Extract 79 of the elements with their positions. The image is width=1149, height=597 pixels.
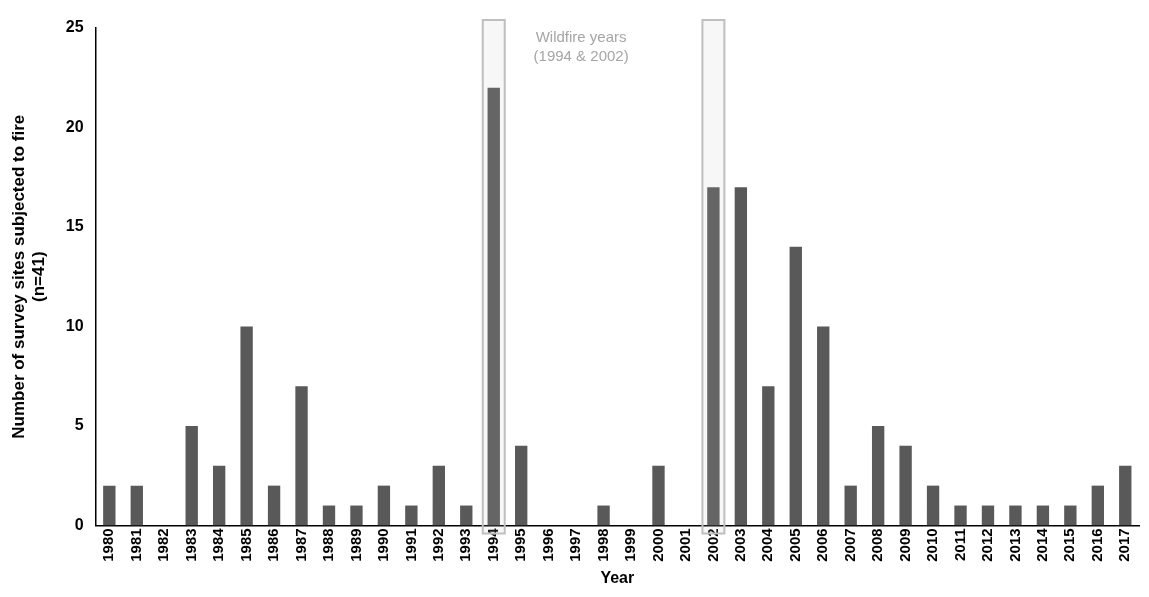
x-tick-label: 2003 — [731, 528, 748, 562]
bar — [103, 485, 116, 526]
x-tick-label: 2006 — [813, 528, 831, 562]
x-tick-label: 1995 — [511, 528, 529, 562]
x-tick-label: 1993 — [456, 528, 474, 562]
x-tick-label: 1980 — [99, 528, 117, 562]
bar — [707, 187, 720, 526]
x-tick-label: 2002 — [703, 528, 721, 562]
bar — [817, 326, 830, 526]
x-tick-label: 1986 — [264, 528, 282, 562]
bar — [899, 445, 912, 526]
x-tick-label: 2008 — [868, 528, 886, 562]
x-tick-label: 1999 — [621, 528, 639, 562]
x-tick-label: 1983 — [181, 528, 199, 562]
bar — [377, 485, 391, 526]
bar — [350, 505, 363, 526]
y-tick-label: 20 — [65, 117, 84, 135]
bar — [789, 246, 802, 526]
bar — [1091, 485, 1104, 526]
bar — [240, 326, 253, 526]
bar — [734, 187, 748, 526]
bar — [460, 505, 473, 526]
x-tick-label: 1987 — [291, 528, 309, 562]
x-tick-label: 1992 — [428, 528, 446, 562]
bar — [652, 465, 665, 526]
y-tick-label: 5 — [74, 416, 84, 434]
x-tick-label: 1984 — [209, 527, 227, 562]
x-tick-label: 2000 — [648, 528, 666, 562]
bar — [954, 505, 967, 526]
x-tick-label: 1985 — [236, 528, 254, 562]
bar — [432, 465, 445, 526]
x-tick-label: 2012 — [978, 528, 996, 562]
x-tick-label: 1996 — [538, 528, 556, 562]
x-tick-label: 1991 — [401, 528, 419, 562]
bar — [981, 505, 995, 526]
bar — [844, 485, 857, 526]
x-tick-label: 1994 — [483, 527, 501, 562]
y-tick-label: 15 — [65, 217, 84, 235]
bar — [405, 505, 418, 526]
y-tick-label: 0 — [74, 515, 84, 533]
x-tick-label: 1998 — [593, 528, 611, 562]
x-tick-label: 1982 — [154, 528, 172, 562]
x-tick-label: 2015 — [1060, 528, 1078, 562]
x-tick-label: 2009 — [895, 528, 913, 562]
bar — [1009, 505, 1022, 526]
bar — [1064, 505, 1077, 526]
bar — [212, 465, 226, 526]
bar — [597, 505, 610, 526]
bar — [762, 386, 775, 526]
y-tick-label: 25 — [65, 18, 84, 36]
x-tick-label: 1989 — [346, 528, 364, 562]
x-tick-label: 2013 — [1005, 528, 1023, 562]
bar — [267, 485, 281, 526]
x-tick-label: 2005 — [785, 528, 803, 562]
bar — [871, 425, 885, 526]
bar — [130, 485, 143, 526]
x-tick-label: 2007 — [840, 528, 858, 562]
x-tick-label: 1981 — [126, 528, 144, 562]
x-tick-label: 2014 — [1033, 527, 1051, 562]
x-tick-label: 1990 — [374, 528, 392, 562]
bar — [515, 445, 528, 526]
x-tick-label: 1988 — [319, 528, 337, 562]
bar — [1119, 465, 1132, 526]
x-axis-title: Year — [600, 568, 635, 586]
x-tick-label: 2017 — [1115, 528, 1133, 562]
x-tick-label: 2004 — [758, 527, 776, 562]
x-tick-label: 2010 — [923, 528, 941, 562]
bar — [185, 425, 198, 526]
bar — [322, 505, 336, 526]
y-axis-title: Number of survey sites subjected to fire (n=41) — [8, 114, 49, 439]
bar — [1036, 505, 1050, 526]
annotation: Wildfire years (1994 & 2002) — [533, 27, 629, 64]
bar — [295, 386, 308, 526]
y-tick-label: 10 — [65, 316, 84, 334]
x-tick-label: 1997 — [566, 528, 584, 562]
x-tick-label: 2011 — [950, 528, 968, 561]
bar — [926, 485, 940, 526]
x-tick-label: 2001 — [676, 528, 694, 562]
x-tick-label: 2016 — [1087, 528, 1105, 562]
